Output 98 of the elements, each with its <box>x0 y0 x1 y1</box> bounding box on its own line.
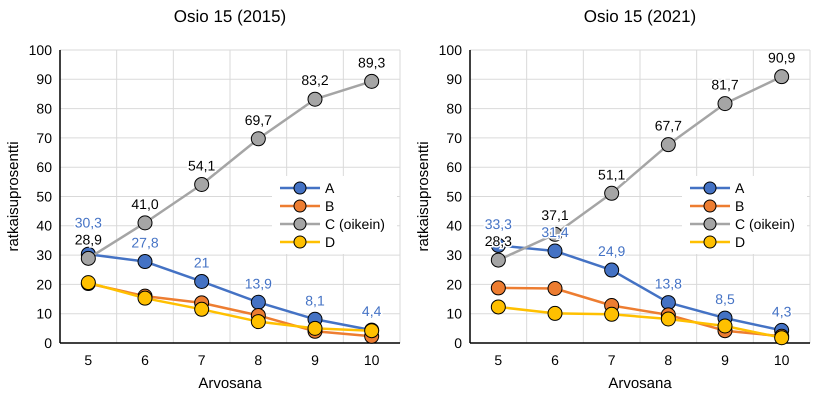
data-label: 8,1 <box>305 292 325 308</box>
point <box>308 320 322 336</box>
point <box>718 96 732 112</box>
y-tick-label: 30 <box>36 247 52 263</box>
data-label: 37,1 <box>541 207 569 223</box>
data-label: 8,5 <box>715 291 735 308</box>
y-tick-label: 70 <box>36 130 52 146</box>
y-axis-title: ratkaisuprosentti <box>5 141 22 252</box>
y-axis-title: ratkaisuprosentti <box>415 141 432 252</box>
point <box>548 281 562 296</box>
x-axis-title: Arvosana <box>198 375 262 392</box>
y-tick-label: 60 <box>446 159 462 176</box>
y-tick-label: 40 <box>446 218 462 234</box>
point <box>490 299 506 314</box>
data-label: 41,0 <box>131 196 159 212</box>
x-tick-label: 9 <box>311 352 320 368</box>
y-tick-label: 40 <box>36 218 52 234</box>
point <box>548 244 562 258</box>
data-label: 24,9 <box>598 243 626 260</box>
y-tick-label: 80 <box>446 100 462 116</box>
data-label: 13,9 <box>244 275 272 292</box>
y-tick-label: 80 <box>36 100 52 116</box>
legend-label: A <box>735 180 745 196</box>
point <box>138 215 152 230</box>
x-tick-label: 6 <box>551 352 560 368</box>
x-tick-label: 9 <box>721 352 730 368</box>
y-tick-label: 20 <box>36 276 52 292</box>
y-tick-label: 100 <box>28 42 52 58</box>
y-tick-label: 0 <box>454 334 462 351</box>
x-tick-label: 8 <box>664 352 672 368</box>
legend-label: B <box>735 198 744 214</box>
data-label: 81,7 <box>711 76 739 93</box>
y-tick-label: 90 <box>36 71 52 88</box>
data-label: 83,2 <box>301 72 329 88</box>
y-tick-label: 10 <box>36 306 52 322</box>
point <box>660 295 676 310</box>
point <box>308 92 322 107</box>
legend-label: D <box>325 234 336 250</box>
data-label: 90,9 <box>768 50 796 66</box>
point <box>194 302 210 317</box>
point <box>660 137 676 152</box>
point <box>490 252 506 268</box>
y-tick-label: 20 <box>446 276 462 292</box>
data-label: 28,9 <box>74 231 102 248</box>
data-label: 89,3 <box>358 54 386 70</box>
y-tick-label: 50 <box>36 188 52 204</box>
point <box>774 69 790 84</box>
point <box>604 186 620 201</box>
legend-label: B <box>325 198 334 214</box>
point <box>250 294 266 310</box>
y-tick-label: 0 <box>44 334 52 351</box>
x-tick-label: 7 <box>198 352 206 368</box>
x-tick-label: 5 <box>494 352 502 368</box>
y-tick-label: 60 <box>36 159 52 176</box>
data-label: 69,7 <box>244 112 272 128</box>
data-label: 27,8 <box>131 234 159 251</box>
y-tick-label: 30 <box>446 247 462 263</box>
point <box>490 280 506 296</box>
x-tick-label: 8 <box>254 352 262 368</box>
point <box>80 250 96 266</box>
data-label: 21 <box>194 254 210 270</box>
point <box>194 274 210 289</box>
point <box>718 318 732 334</box>
point <box>660 311 676 326</box>
data-label: 30,3 <box>74 214 102 230</box>
x-tick-label: 7 <box>608 352 616 368</box>
data-label: 13,8 <box>654 276 682 292</box>
data-label: 33,3 <box>484 216 512 232</box>
point <box>194 176 210 192</box>
point <box>138 254 152 270</box>
y-tick-label: 90 <box>446 71 462 88</box>
x-tick-label: 10 <box>364 352 380 368</box>
x-tick-label: 6 <box>141 352 150 368</box>
data-label: 54,1 <box>188 157 216 174</box>
legend-label: C (oikein) <box>325 216 385 232</box>
y-tick-label: 10 <box>446 306 462 322</box>
data-label: 4,4 <box>362 303 382 320</box>
chart-title: Osio 15 (2015) <box>174 7 286 26</box>
data-label: 67,7 <box>654 118 682 134</box>
point <box>250 314 266 330</box>
legend-label: C (oikein) <box>735 216 795 232</box>
y-tick-label: 50 <box>446 188 462 204</box>
x-tick-label: 10 <box>774 352 790 368</box>
point <box>364 74 380 89</box>
legend-label: A <box>325 180 335 196</box>
point <box>604 262 620 278</box>
y-tick-label: 100 <box>438 42 462 58</box>
y-tick-label: 70 <box>446 130 462 146</box>
legend-label: D <box>735 234 746 250</box>
point <box>250 131 266 146</box>
point <box>548 306 562 321</box>
data-label: 4,3 <box>772 303 792 320</box>
point <box>604 306 620 322</box>
data-label: 51,1 <box>598 166 626 182</box>
chart-title: Osio 15 (2021) <box>584 7 696 26</box>
x-tick-label: 5 <box>84 352 92 368</box>
x-axis-title: Arvosana <box>608 375 672 392</box>
data-label: 31,4 <box>541 224 569 240</box>
